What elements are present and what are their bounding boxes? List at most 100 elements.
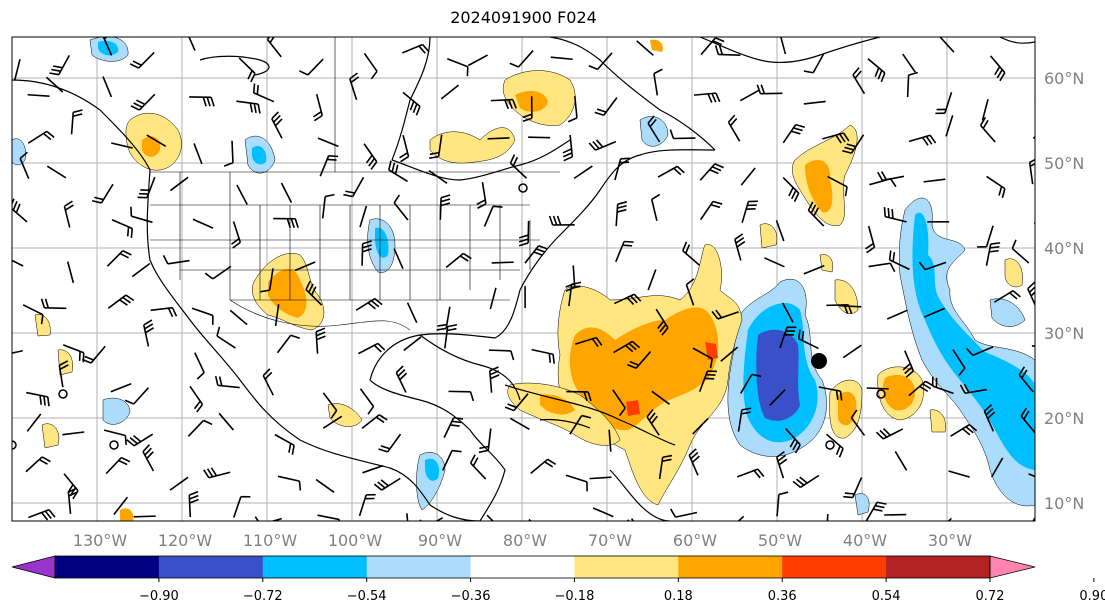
wind-barb <box>358 342 386 355</box>
wind-barb <box>923 178 946 183</box>
wind-barb <box>66 261 75 284</box>
wind-barb <box>448 390 475 402</box>
wind-barb <box>657 165 685 178</box>
wind-barb <box>1027 281 1035 307</box>
coastlines <box>12 37 1035 521</box>
wind-barb <box>67 487 78 514</box>
longitude-label: 90°W <box>418 531 462 550</box>
wind-barb <box>276 334 300 354</box>
longitude-label: 120°W <box>158 531 213 550</box>
wind-barb <box>27 130 55 144</box>
wind-barb <box>651 390 671 405</box>
wind-barb <box>650 193 661 222</box>
storm-center-marker <box>811 353 827 369</box>
wind-barb <box>615 201 628 227</box>
longitude-label: 130°W <box>73 531 128 550</box>
wind-barb <box>868 262 896 273</box>
wind-barb <box>647 115 661 143</box>
wind-barb <box>399 135 410 163</box>
colorbar-tick-label: −0.54 <box>347 589 387 604</box>
wind-barb <box>260 268 274 293</box>
wind-barb <box>476 182 487 209</box>
longitude-label: 100°W <box>328 531 383 550</box>
wind-barb <box>524 245 548 264</box>
wind-barb <box>1028 158 1035 185</box>
wind-barb <box>169 476 189 491</box>
wind-barb <box>826 513 829 521</box>
wind-barb <box>441 449 462 471</box>
wind-barb <box>28 509 56 521</box>
wind-barb <box>567 95 578 123</box>
wind-barb <box>764 257 785 268</box>
wind-barb <box>361 240 372 266</box>
wind-barb <box>216 326 236 349</box>
wind-barb <box>321 193 335 219</box>
wind-barb <box>736 468 765 479</box>
wind-barb <box>575 336 603 347</box>
latitude-label: 50°N <box>1044 154 1084 173</box>
wind-barb <box>62 431 85 436</box>
longitude-labels: 130°W 120°W 110°W 100°W 90°W 80°W 70°W 60°W 50°W… <box>73 531 972 550</box>
wind-barb <box>985 242 1001 266</box>
colorbar-tick-label: 0.72 <box>976 589 1005 604</box>
map-title: 2024091900 F024 <box>450 8 597 27</box>
wind-barb <box>658 454 673 480</box>
wind-barb <box>692 417 709 435</box>
wind-barb <box>130 206 153 224</box>
wind-barb <box>608 429 612 452</box>
wind-barb <box>918 261 947 271</box>
wind-barb <box>191 307 214 325</box>
wind-barb <box>142 444 155 472</box>
wind-barb <box>886 309 908 320</box>
wind-barb <box>229 309 248 326</box>
wind-barb <box>402 91 421 116</box>
wind-barb <box>232 495 251 518</box>
wind-barb <box>27 93 50 98</box>
wind-barb <box>436 306 451 331</box>
wind-barb <box>107 294 135 309</box>
wind-barb <box>797 329 819 350</box>
longitude-label: 30°W <box>928 531 972 550</box>
wind-barb <box>46 165 67 179</box>
calm-wind-marker <box>825 440 835 450</box>
wind-barb <box>1037 44 1062 59</box>
wind-barb <box>105 456 131 475</box>
wind-barbs <box>12 37 1062 541</box>
wind-barb <box>669 129 696 140</box>
wind-barb <box>939 37 955 53</box>
wind-barb <box>902 350 915 378</box>
wind-barb <box>531 348 555 364</box>
wind-barb <box>979 116 996 143</box>
wind-barb <box>992 522 1012 541</box>
wind-barb <box>343 176 365 198</box>
wind-barb <box>111 218 133 239</box>
wind-barb <box>1018 366 1034 393</box>
wind-barb <box>150 306 178 318</box>
wind-barb <box>990 457 1004 478</box>
wind-barb <box>867 58 886 83</box>
wind-barb <box>775 220 785 242</box>
wind-barb <box>518 220 530 247</box>
wind-barb <box>322 392 338 419</box>
wind-barb <box>548 215 575 226</box>
wind-barb <box>842 134 865 154</box>
wind-barb <box>877 171 905 182</box>
wind-barb <box>274 304 280 327</box>
calm-wind-marker <box>109 440 119 450</box>
wind-barb <box>734 233 746 261</box>
wind-barb <box>236 100 261 114</box>
wind-barb <box>803 264 825 275</box>
wind-barb <box>781 302 794 323</box>
colorbar-extend-low <box>11 555 56 579</box>
wind-barb <box>685 278 695 306</box>
wind-barb <box>850 409 866 436</box>
wind-barb <box>146 134 167 147</box>
wind-barb <box>779 326 797 349</box>
latitude-label: 60°N <box>1044 69 1084 88</box>
wind-barb <box>478 428 492 454</box>
colorbar-tick-label: 0.18 <box>664 589 693 604</box>
wind-barb <box>875 428 904 440</box>
wind-barb <box>1020 407 1035 434</box>
wind-barb <box>698 370 717 392</box>
wind-barb <box>865 225 876 254</box>
